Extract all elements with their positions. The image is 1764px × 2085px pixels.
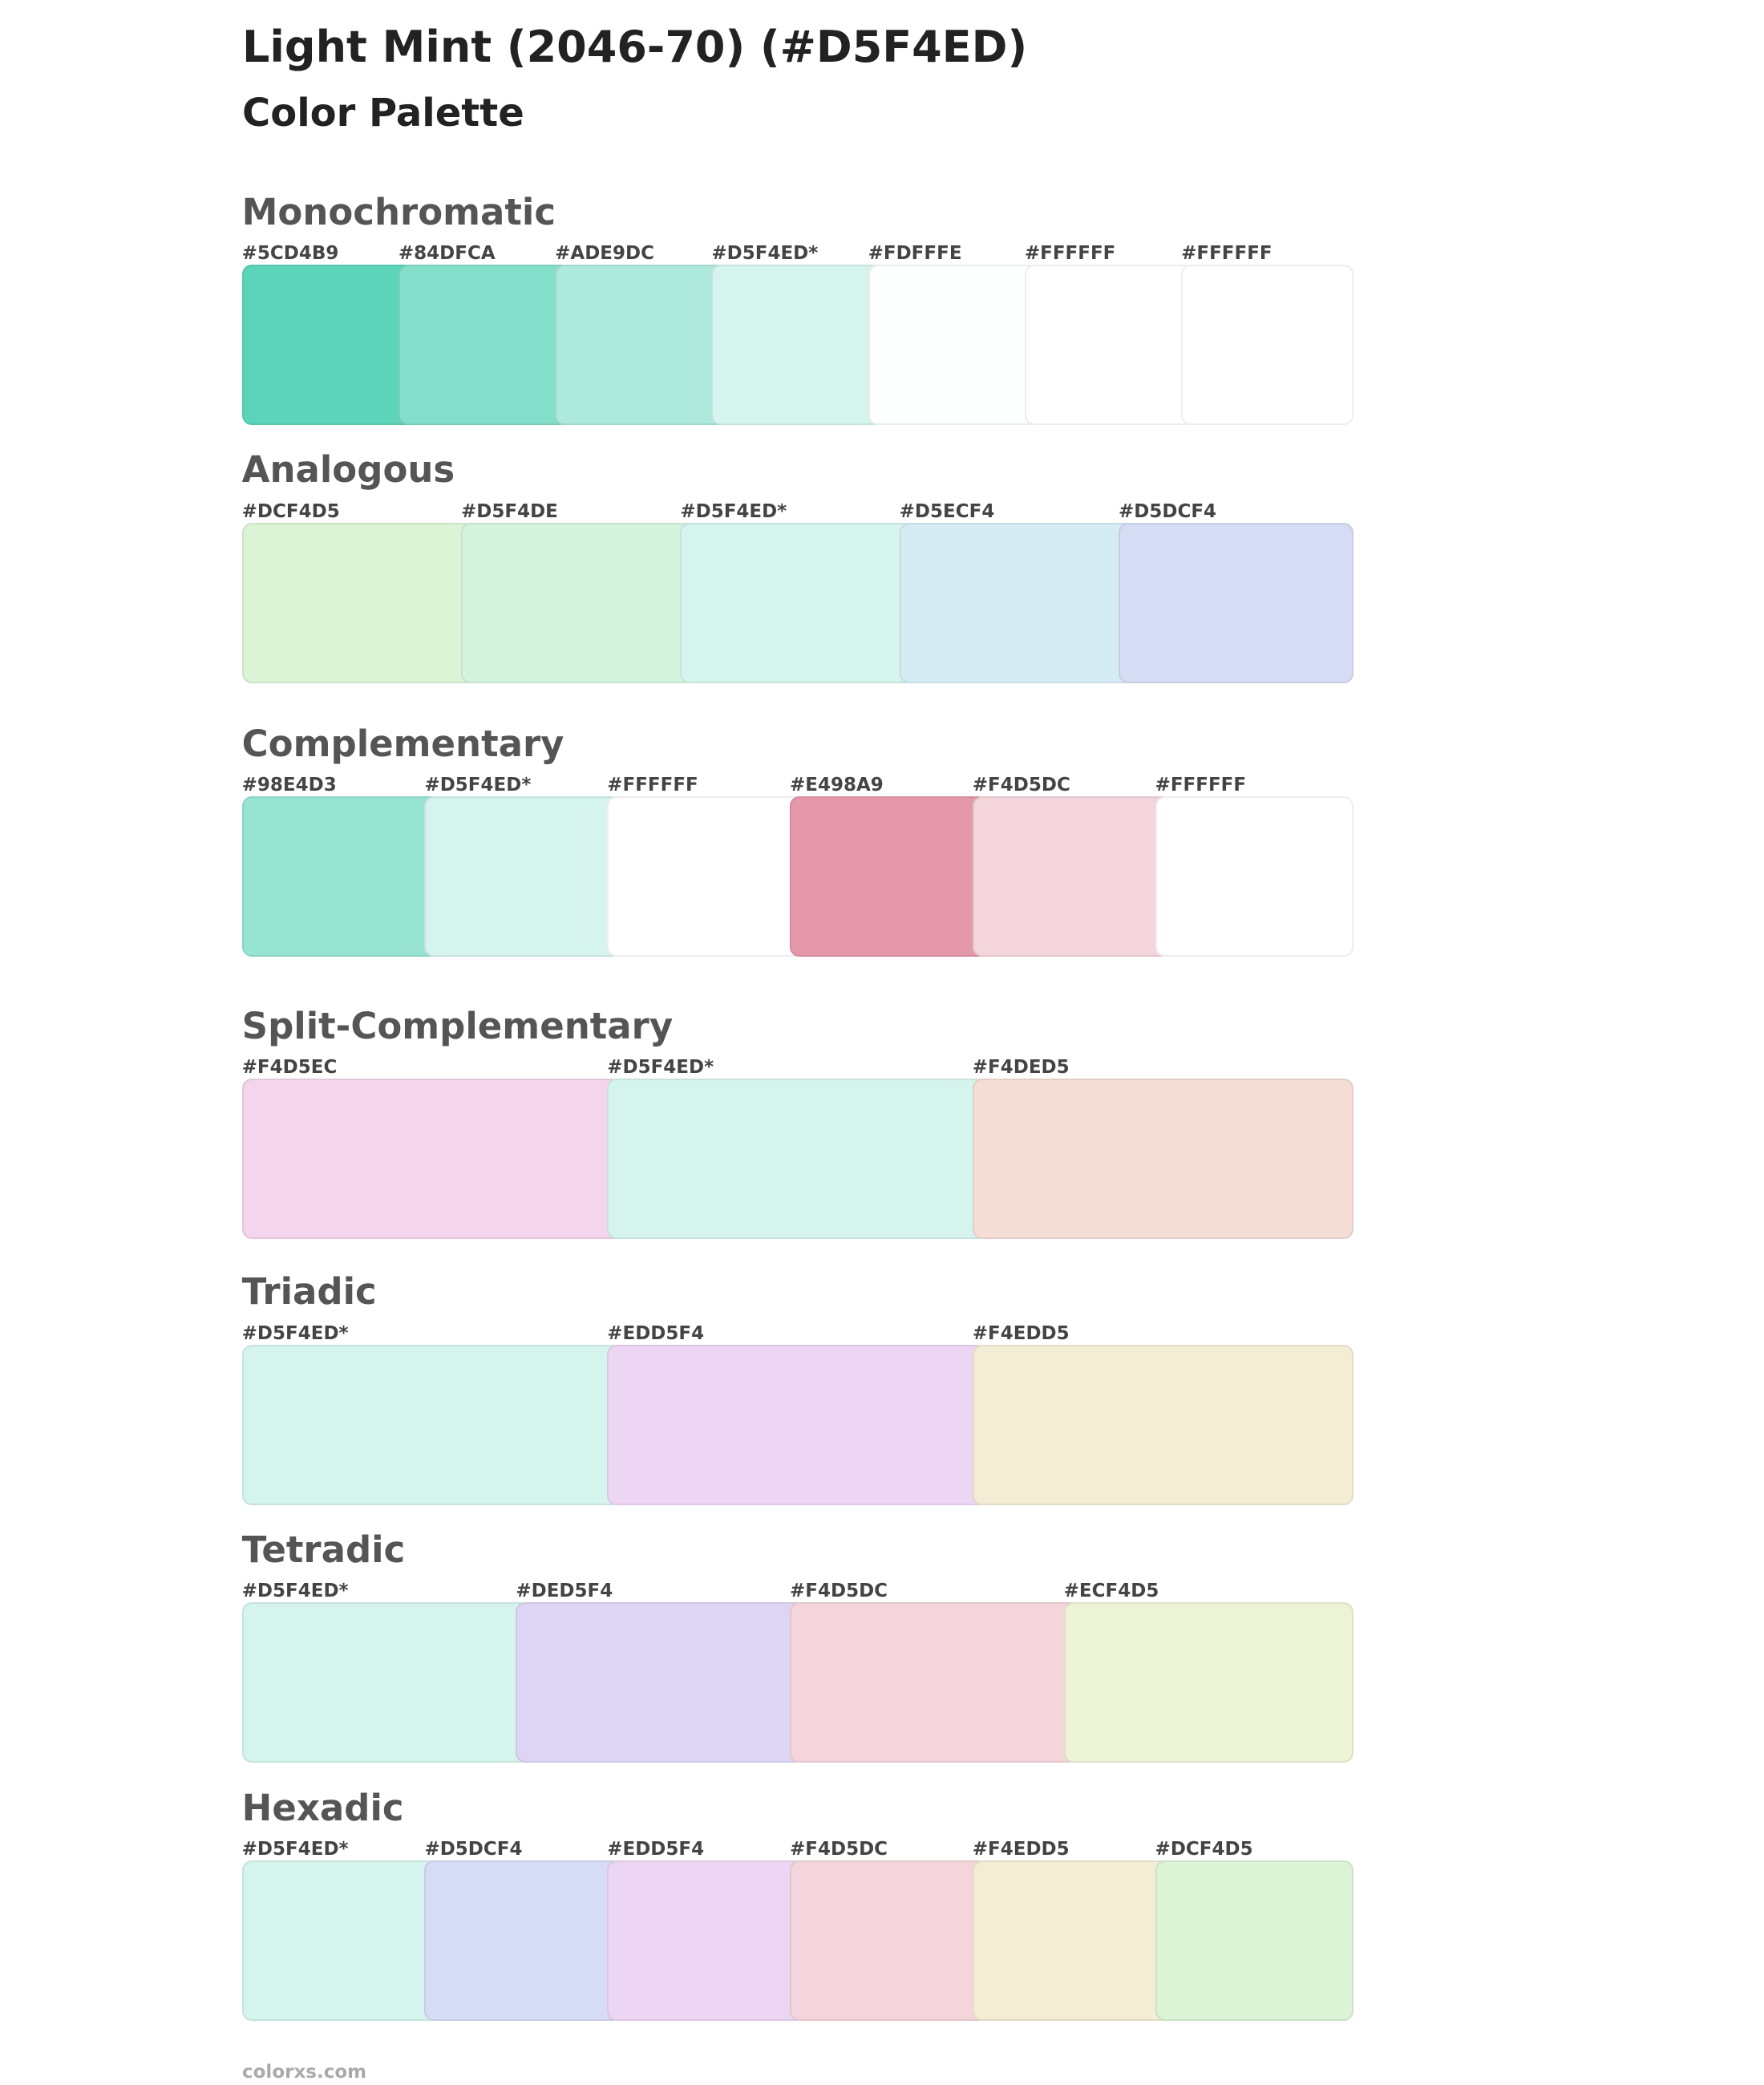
swatch-label: #D5F4ED* xyxy=(711,243,819,264)
color-swatch xyxy=(461,522,697,683)
swatch-label: #FFFFFF xyxy=(607,775,698,796)
color-swatch xyxy=(680,522,916,683)
color-swatch xyxy=(1155,796,1354,957)
color-swatch xyxy=(1024,265,1198,425)
swatch-label: #D5F4ED* xyxy=(241,1839,349,1860)
swatch-label: #F4DED5 xyxy=(972,1057,1070,1078)
color-swatch xyxy=(398,265,572,425)
swatch-label: #98E4D3 xyxy=(241,775,337,796)
swatch-label: #F4EDD5 xyxy=(972,1322,1070,1344)
section-heading: Monochromatic xyxy=(241,190,556,233)
swatch-label: #F4D5EC xyxy=(241,1057,338,1078)
swatch-label: #ADE9DC xyxy=(555,243,654,264)
color-swatch xyxy=(241,265,415,425)
color-swatch xyxy=(607,1860,806,2021)
swatch-label: #FFFFFF xyxy=(1024,243,1116,264)
footer-link[interactable]: colorxs.com xyxy=(242,2062,367,2083)
color-swatch xyxy=(555,265,728,425)
color-swatch xyxy=(1155,1860,1354,2021)
swatch-label: #D5ECF4 xyxy=(899,500,995,522)
color-swatch xyxy=(241,1602,532,1763)
color-swatch xyxy=(607,796,806,957)
section-heading: Tetradic xyxy=(241,1528,406,1571)
color-swatch xyxy=(1181,265,1354,425)
color-swatch xyxy=(241,796,441,957)
color-swatch xyxy=(241,522,477,683)
swatch-label: #D5F4ED* xyxy=(241,1322,349,1344)
color-swatch xyxy=(424,1860,624,2021)
color-swatch xyxy=(241,1344,624,1505)
color-swatch xyxy=(972,796,1171,957)
page-title: Light Mint (2046-70) (#D5F4ED) xyxy=(242,22,1028,72)
color-swatch xyxy=(972,1079,1354,1239)
color-swatch xyxy=(424,796,624,957)
color-swatch xyxy=(607,1079,989,1239)
swatch-label: #DCF4D5 xyxy=(1155,1839,1253,1860)
swatch-label: #D5F4ED* xyxy=(424,775,532,796)
swatch-label: #84DFCA xyxy=(398,243,496,264)
section-heading: Complementary xyxy=(241,723,564,765)
swatch-label: #F4D5DC xyxy=(790,1581,888,1602)
color-swatch xyxy=(1063,1602,1354,1763)
color-swatch xyxy=(790,1602,1080,1763)
color-swatch xyxy=(790,1860,989,2021)
swatch-label: #ECF4D5 xyxy=(1063,1581,1159,1602)
section-heading: Split-Complementary xyxy=(241,1004,674,1047)
swatch-label: #D5F4ED* xyxy=(241,1581,349,1602)
color-swatch xyxy=(972,1344,1354,1505)
color-swatch xyxy=(790,796,989,957)
swatch-label: #F4D5DC xyxy=(790,1839,888,1860)
swatch-label: #D5F4DE xyxy=(461,500,558,522)
swatch-label: #F4D5DC xyxy=(972,775,1070,796)
swatch-label: #D5DCF4 xyxy=(424,1839,523,1860)
color-swatch xyxy=(899,522,1135,683)
page-subtitle: Color Palette xyxy=(242,91,524,136)
swatch-label: #FDFFFE xyxy=(868,243,962,264)
section-heading: Analogous xyxy=(241,448,455,492)
swatch-label: #D5F4ED* xyxy=(680,500,787,522)
swatch-label: #DED5F4 xyxy=(516,1581,613,1602)
swatch-label: #FFFFFF xyxy=(1155,775,1247,796)
color-swatch xyxy=(972,1860,1171,2021)
color-swatch xyxy=(516,1602,806,1763)
color-swatch xyxy=(241,1079,624,1239)
swatch-label: #DCF4D5 xyxy=(241,500,340,522)
swatch-label: #F4EDD5 xyxy=(972,1839,1070,1860)
swatch-label: #D5F4ED* xyxy=(607,1057,714,1078)
color-swatch xyxy=(607,1344,989,1505)
swatch-label: #FFFFFF xyxy=(1181,243,1272,264)
swatch-label: #5CD4B9 xyxy=(241,243,339,264)
swatch-label: #EDD5F4 xyxy=(607,1839,705,1860)
section-heading: Triadic xyxy=(241,1270,377,1314)
color-swatch xyxy=(868,265,1041,425)
color-swatch xyxy=(241,1860,441,2021)
section-heading: Hexadic xyxy=(241,1786,404,1829)
swatch-label: #D5DCF4 xyxy=(1119,500,1217,522)
color-swatch xyxy=(711,265,884,425)
color-swatch xyxy=(1119,522,1354,683)
swatch-label: #EDD5F4 xyxy=(607,1322,705,1344)
swatch-label: #E498A9 xyxy=(790,775,884,796)
